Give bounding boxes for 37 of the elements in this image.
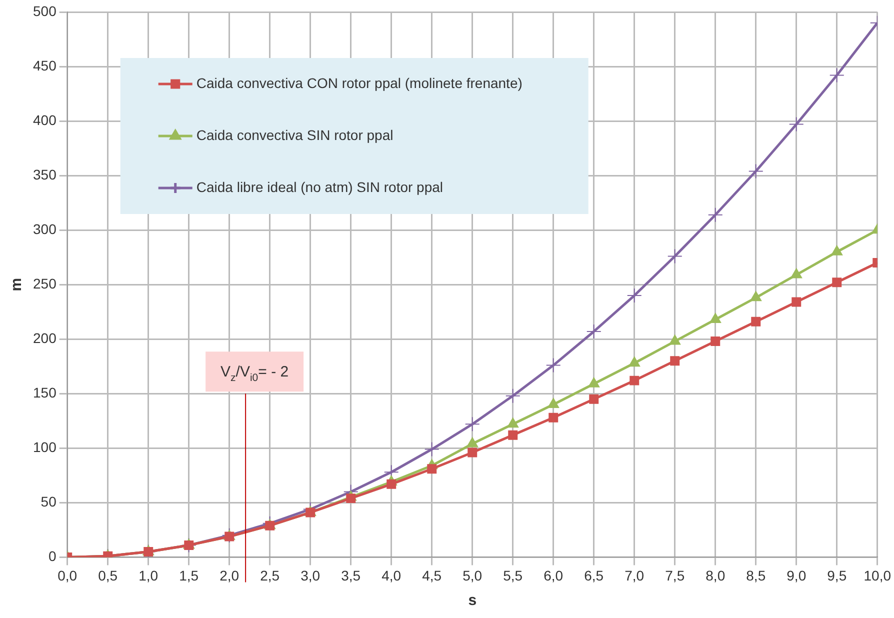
x-tick-label: 2,0 — [220, 567, 240, 584]
x-tick-label: 8,0 — [706, 567, 726, 584]
y-tick-label: 0 — [48, 548, 57, 564]
x-tick-label: 4,0 — [382, 567, 402, 584]
x-tick-label: 9,5 — [827, 567, 847, 584]
y-tick-label: 200 — [33, 330, 57, 346]
y-tick-label: 500 — [33, 2, 57, 19]
x-tick-label: 1,0 — [138, 567, 158, 584]
y-tick-label: 100 — [33, 439, 57, 456]
y-axis-title: m — [8, 278, 26, 292]
legend-label: Caida convectiva CON rotor ppal (molinete frenante) — [196, 74, 522, 91]
y-tick-label: 350 — [33, 166, 57, 182]
legend-label: Caida libre ideal (no atm) SIN rotor ppal — [196, 178, 444, 195]
x-tick-label: 3,0 — [300, 567, 320, 584]
x-tick-label: 6,5 — [584, 567, 604, 584]
legend-label: Caida convectiva SIN rotor ppal — [196, 126, 394, 143]
y-tick-label: 50 — [40, 494, 57, 510]
x-tick-label: 0,5 — [98, 567, 118, 584]
x-tick-label: 3,5 — [341, 567, 361, 584]
x-tick-label: 6,0 — [544, 567, 564, 584]
x-tick-label: 5,5 — [503, 567, 523, 584]
x-axis-title: s — [468, 592, 477, 610]
x-tick-label: 4,5 — [422, 567, 442, 584]
x-tick-label: 5,0 — [462, 567, 482, 584]
x-tick-label: 7,5 — [665, 567, 685, 584]
y-tick-label: 150 — [33, 384, 57, 400]
y-tick-label: 300 — [33, 220, 57, 237]
x-tick-label: 1,5 — [179, 567, 199, 584]
x-tick-label: 8,5 — [746, 567, 766, 584]
x-tick-label: 10,0 — [864, 567, 892, 584]
y-tick-label: 400 — [33, 112, 57, 128]
x-tick-label: 7,0 — [624, 567, 644, 584]
x-tick-label: 2,5 — [260, 567, 280, 584]
y-tick-label: 250 — [33, 275, 57, 292]
x-tick-label: 0,0 — [58, 567, 78, 584]
y-tick-label: 450 — [33, 57, 57, 74]
x-tick-label: 9,0 — [786, 567, 806, 584]
